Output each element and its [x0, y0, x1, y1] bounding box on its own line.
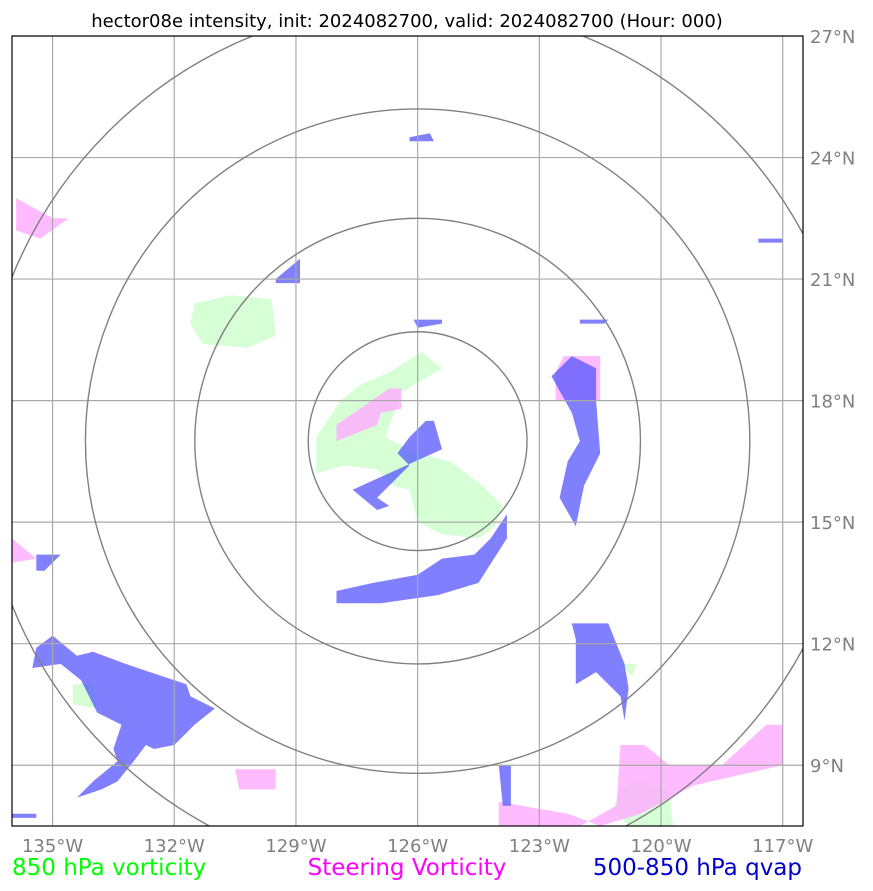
latitude-tick-label: 27°N [810, 27, 855, 48]
qvap-contour [579, 319, 609, 324]
legend-qvap: 500-850 hPa qvap [593, 855, 802, 881]
steering-vorticity-contour [235, 769, 276, 790]
steering-vorticity-contour [16, 198, 69, 239]
latitude-tick-label: 9°N [810, 756, 844, 777]
latitude-tick-label: 21°N [810, 270, 855, 291]
qvap-contour [275, 258, 300, 284]
longitude-tick-label: 132°W [144, 836, 205, 857]
range-ring [194, 217, 642, 665]
figure-title: hector08e intensity, init: 2024082700, v… [91, 11, 723, 32]
qvap-layer [12, 133, 783, 818]
legend-steering-vorticity: Steering Vorticity [308, 855, 507, 881]
longitude-tick-label: 126°W [387, 836, 448, 857]
latitude-tick-label: 18°N [810, 392, 855, 413]
qvap-contour [336, 514, 507, 604]
qvap-contour [498, 765, 511, 806]
qvap-contour [758, 238, 783, 243]
qvap-contour [571, 623, 629, 721]
latitude-tick-label: 12°N [810, 635, 855, 656]
qvap-contour [551, 356, 601, 527]
qvap-contour [413, 319, 442, 328]
map-plot-area[interactable] [0, 4, 855, 879]
range-rings [12, 36, 803, 826]
longitude-tick-label: 135°W [22, 836, 83, 857]
steering-vorticity-contour [336, 388, 402, 442]
range-ring [307, 331, 528, 552]
latitude-tick-label: 24°N [810, 149, 855, 170]
gridlines [12, 36, 803, 826]
longitude-tick-label: 120°W [630, 836, 691, 857]
qvap-contour [409, 133, 434, 142]
qvap-contour [352, 420, 442, 510]
range-ring [84, 108, 751, 775]
steering-vorticity-contour [498, 724, 783, 826]
vort850-contour [316, 352, 503, 539]
longitude-tick-label: 123°W [509, 836, 570, 857]
longitude-tick-label: 117°W [752, 836, 813, 857]
qvap-contour [12, 813, 37, 818]
longitude-tick-label: 129°W [265, 836, 326, 857]
latitude-tick-label: 15°N [810, 513, 855, 534]
vort850-contour [190, 295, 276, 348]
steering-vorticity-contour [12, 538, 37, 563]
qvap-contour [32, 635, 215, 798]
legend-850-vorticity: 850 hPa vorticity [12, 855, 206, 881]
latitude-tick-labels: 27°N 24°N 21°N 18°N 15°N 12°N 9°N [810, 27, 855, 777]
map-frame [11, 35, 804, 827]
qvap-contour [36, 554, 61, 571]
longitude-tick-labels: 135°W 132°W 129°W 126°W 123°W 120°W 117°W [22, 836, 814, 857]
